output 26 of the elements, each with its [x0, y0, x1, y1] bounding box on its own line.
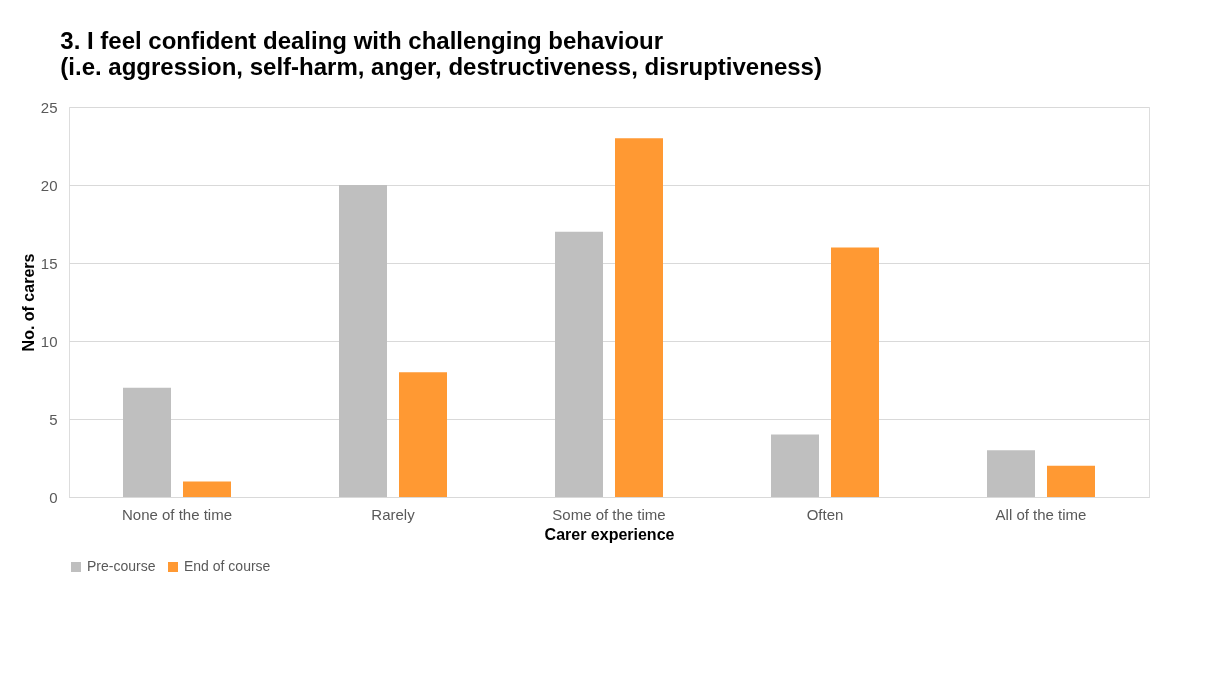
bar	[183, 481, 231, 497]
x-tick-label: All of the time	[995, 505, 1087, 523]
x-tick-label: None of the time	[121, 505, 233, 523]
y-tick-label: 15	[40, 254, 58, 272]
y-tick-label: 0	[49, 488, 58, 506]
y-tick-label: 5	[49, 410, 58, 428]
bar	[831, 247, 879, 497]
bar	[987, 450, 1035, 497]
y-tick-label: 20	[40, 176, 58, 194]
x-tick-label: Rarely	[371, 505, 416, 523]
x-tick-label: Some of the time	[552, 505, 666, 523]
legend-label: End of course	[184, 558, 271, 574]
x-axis-title: Carer experience	[544, 525, 675, 543]
y-tick-label: 10	[40, 332, 58, 350]
bar	[339, 185, 387, 497]
bar	[1047, 465, 1095, 497]
legend-label: Pre-course	[87, 558, 156, 574]
chart-title: 3. I feel confident dealing with challenging behaviour (i.e. aggression, self-harm, anger, destructiveness, disruptiveness)	[60, 27, 822, 80]
bar	[615, 138, 663, 497]
bar	[771, 434, 819, 497]
bar	[555, 231, 603, 497]
bar	[123, 387, 171, 497]
y-axis-title: No. of carers	[19, 253, 37, 352]
bar	[399, 372, 447, 497]
y-tick-label: 25	[40, 98, 58, 116]
x-tick-label: Often	[806, 505, 844, 523]
